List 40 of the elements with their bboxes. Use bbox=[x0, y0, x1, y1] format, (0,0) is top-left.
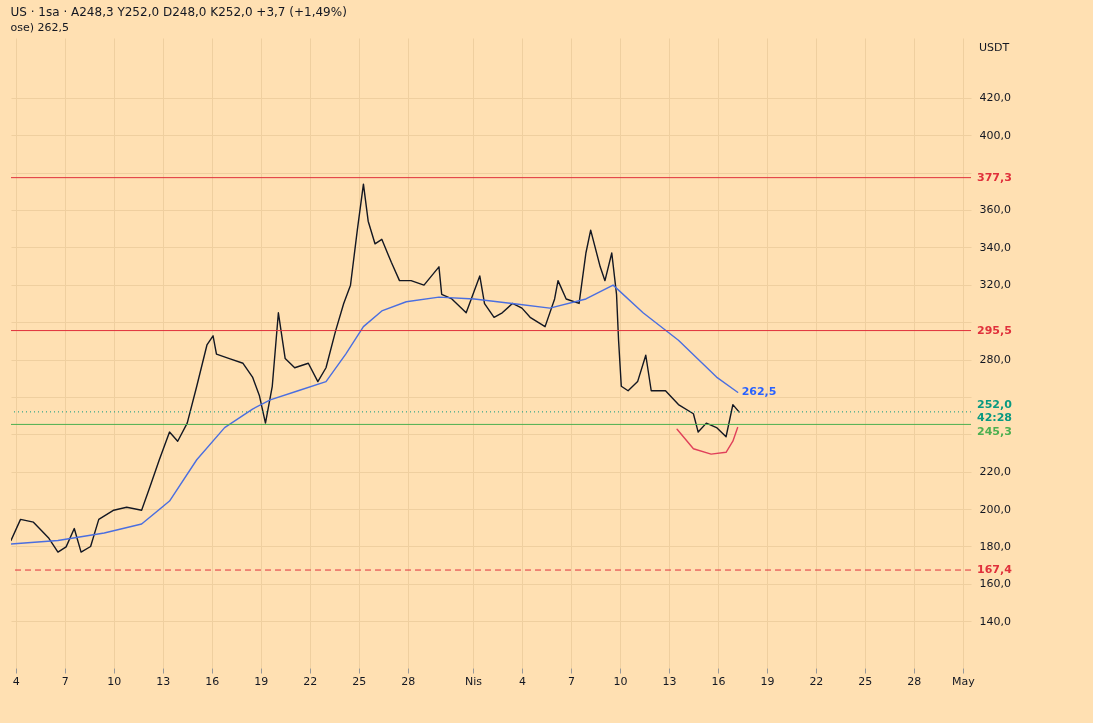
y-tick-label: 420,0 bbox=[979, 91, 1011, 105]
y-tick-label: 320,0 bbox=[979, 278, 1011, 292]
ref-line-label: 377,3 bbox=[977, 170, 1012, 184]
chart-subtitle: ose) 262,5 bbox=[10, 21, 70, 34]
ref-line-label: 167,4 bbox=[977, 563, 1013, 577]
x-tick-label: 4 bbox=[518, 674, 526, 688]
x-tick-label: 19 bbox=[760, 674, 775, 688]
y-tick-label: 200,0 bbox=[979, 502, 1011, 516]
chart-title: US · 1sa · A248,3 Y252,0 D248,0 K252,0 +3,7 (+1,49%) bbox=[10, 5, 347, 19]
x-tick-label: 16 bbox=[205, 674, 220, 688]
y-tick-label: 140,0 bbox=[979, 614, 1011, 628]
y-tick-label: 160,0 bbox=[979, 577, 1011, 591]
x-tick-label: 13 bbox=[156, 674, 171, 688]
x-tick-label: 7 bbox=[61, 674, 69, 688]
ref-line-label: 245,3 bbox=[977, 425, 1012, 439]
text: USDT bbox=[979, 41, 1010, 54]
x-tick-label: 28 bbox=[401, 674, 416, 688]
x-tick-label: 25 bbox=[352, 674, 367, 688]
annotation: 262,5 bbox=[741, 385, 777, 399]
x-tick-label: May bbox=[951, 674, 976, 688]
x-tick-label: 10 bbox=[107, 674, 122, 688]
x-tick-label: 16 bbox=[711, 674, 726, 688]
x-tick-label: 19 bbox=[254, 674, 269, 688]
x-tick-label: 28 bbox=[907, 674, 922, 688]
ref-line-label: 252,0 42:28 bbox=[977, 397, 1013, 424]
x-tick-label: 7 bbox=[567, 674, 575, 688]
x-tick-label: 4 bbox=[12, 674, 20, 688]
x-tick-label: 22 bbox=[809, 674, 824, 688]
y-tick-label: 280,0 bbox=[979, 353, 1011, 367]
x-tick-label: Nis bbox=[464, 674, 483, 688]
y-tick-label: 400,0 bbox=[979, 128, 1011, 142]
x-tick-label: 25 bbox=[858, 674, 873, 688]
y-tick-label: 340,0 bbox=[979, 240, 1011, 254]
y-tick-label: 360,0 bbox=[979, 203, 1011, 217]
x-tick-label: 10 bbox=[613, 674, 628, 688]
x-tick-label: 22 bbox=[303, 674, 318, 688]
ref-line-label: 295,5 bbox=[977, 323, 1012, 337]
x-tick-label: 13 bbox=[662, 674, 677, 688]
y-tick-label: 180,0 bbox=[979, 539, 1011, 553]
y-tick-label: 220,0 bbox=[979, 465, 1011, 479]
